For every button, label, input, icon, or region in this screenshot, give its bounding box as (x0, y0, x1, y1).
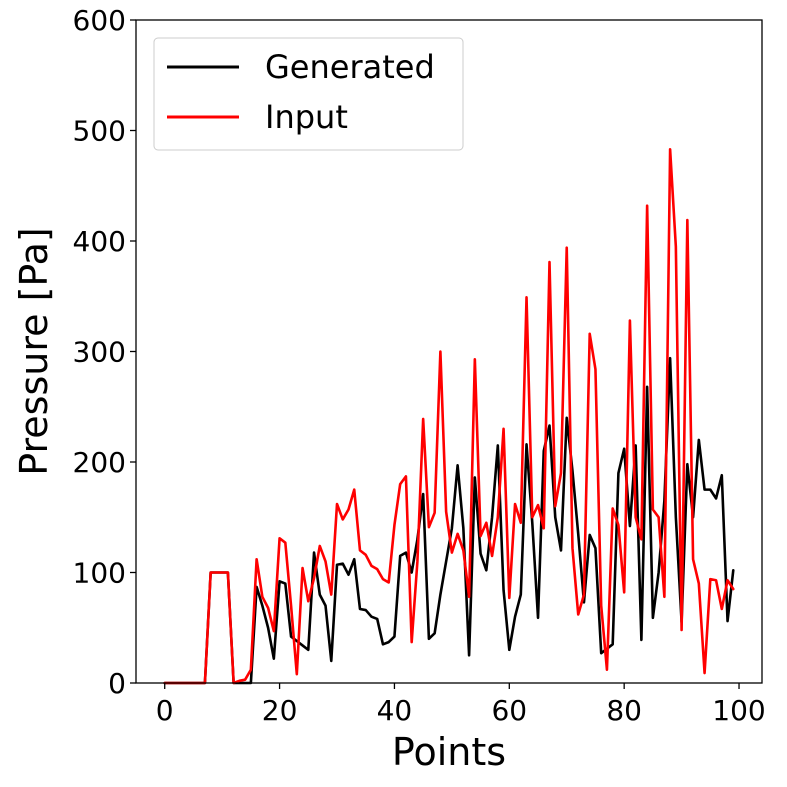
x-tick-label: 40 (377, 694, 413, 727)
y-tick-label: 500 (73, 115, 126, 148)
series-line-generated (163, 356, 735, 685)
y-tick-label: 400 (73, 225, 126, 258)
x-tick-label: 0 (156, 694, 174, 727)
x-tick-label: 60 (491, 694, 527, 727)
x-tick-label: 100 (712, 694, 765, 727)
y-tick-label: 600 (73, 4, 126, 37)
legend-label-input: Input (265, 98, 348, 136)
legend-label-generated: Generated (265, 48, 435, 86)
y-tick-label: 300 (73, 336, 126, 369)
y-axis-label: Pressure [Pa] (12, 227, 56, 475)
y-tick-label: 200 (73, 446, 126, 479)
ticks-layer: 0 20 40 60 80 100 0 100 200 300 400 500 600 (73, 4, 766, 727)
x-axis-label: Points (392, 730, 506, 774)
series-layer (163, 147, 735, 685)
series-line-input (163, 147, 735, 685)
legend: Generated Input (153, 37, 464, 151)
y-tick-label: 0 (108, 667, 126, 700)
y-tick-label: 100 (73, 557, 126, 590)
x-tick-label: 80 (606, 694, 642, 727)
x-tick-label: 20 (262, 694, 298, 727)
